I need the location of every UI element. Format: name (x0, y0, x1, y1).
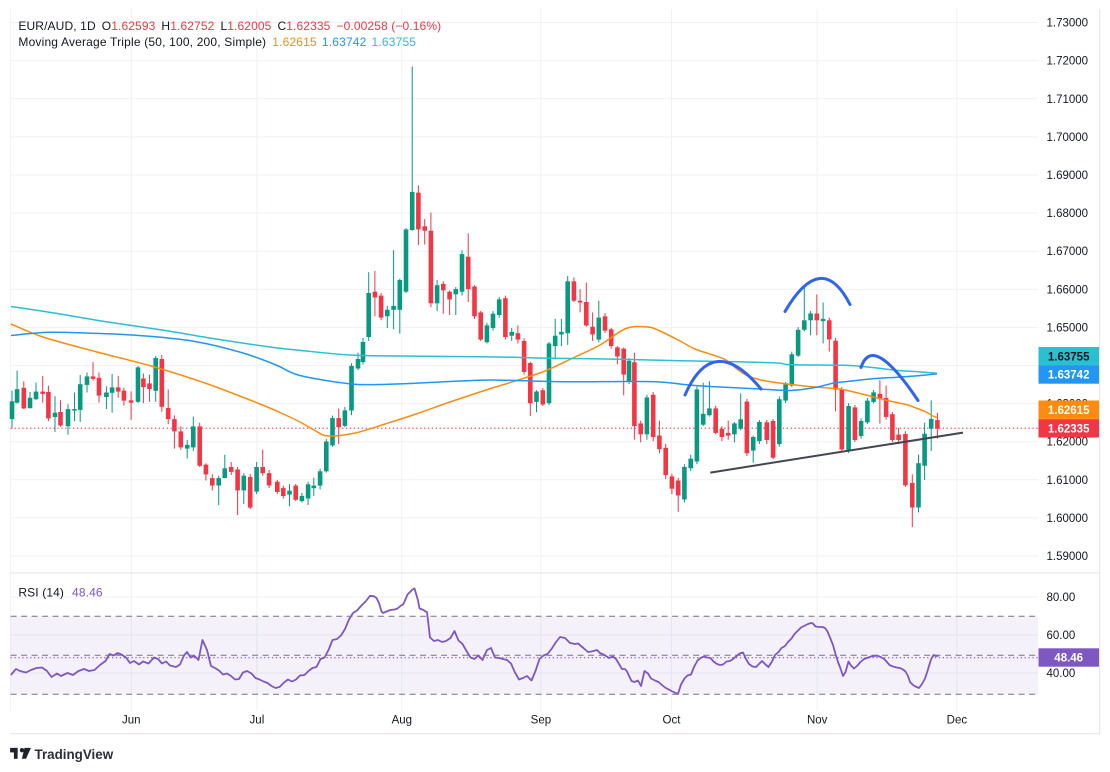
svg-text:TradingView: TradingView (35, 747, 114, 762)
svg-text:Jun: Jun (122, 715, 141, 727)
svg-text:1.60000: 1.60000 (1047, 513, 1089, 525)
svg-text:1.67000: 1.67000 (1047, 246, 1089, 258)
svg-text:Nov: Nov (807, 715, 828, 727)
svg-text:48.46: 48.46 (1054, 653, 1083, 665)
svg-text:Aug: Aug (392, 715, 412, 727)
svg-text:80.00: 80.00 (1047, 592, 1076, 604)
svg-text:1.65000: 1.65000 (1047, 322, 1089, 334)
svg-text:1.62000: 1.62000 (1047, 437, 1089, 449)
svg-text:1.61000: 1.61000 (1047, 475, 1089, 487)
svg-text:1.68000: 1.68000 (1047, 208, 1089, 220)
svg-text:1.62615: 1.62615 (1048, 405, 1090, 417)
svg-text:1.69000: 1.69000 (1047, 170, 1089, 182)
svg-text:RSI (14)48.46: RSI (14) 48.46 (18, 585, 102, 599)
svg-text:1.62335: 1.62335 (1048, 423, 1090, 435)
svg-text:1.71000: 1.71000 (1047, 94, 1089, 106)
svg-text:1.66000: 1.66000 (1047, 284, 1089, 296)
svg-text:Moving Average Triple (50, 100: Moving Average Triple (50, 100, 200, Sim… (18, 35, 416, 49)
svg-text:1.59000: 1.59000 (1047, 551, 1089, 563)
svg-text:1.72000: 1.72000 (1047, 56, 1089, 68)
svg-text:1.63755: 1.63755 (1048, 351, 1090, 363)
svg-text:Dec: Dec (947, 715, 968, 727)
svg-text:Jul: Jul (250, 715, 265, 727)
svg-text:60.00: 60.00 (1047, 630, 1076, 642)
svg-text:Oct: Oct (663, 715, 682, 727)
svg-text:Sep: Sep (531, 715, 551, 727)
svg-text:1.63742: 1.63742 (1048, 370, 1090, 382)
svg-text:1.70000: 1.70000 (1047, 132, 1089, 144)
svg-text:40.00: 40.00 (1047, 668, 1076, 680)
svg-text:1.73000: 1.73000 (1047, 18, 1089, 30)
